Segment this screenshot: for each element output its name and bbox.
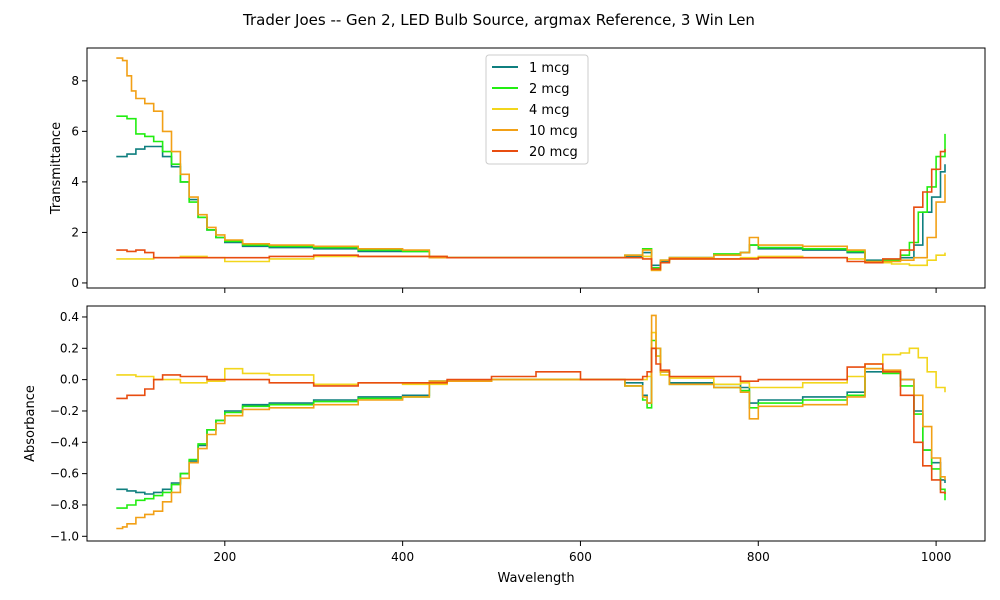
series-line-4-mcg — [116, 252, 946, 272]
series-line-20-mcg — [116, 149, 946, 270]
axes-frame — [86, 47, 986, 289]
y-tick-label: −0.2 — [50, 404, 79, 418]
y-tick-label: 6 — [71, 124, 79, 138]
axes-frame — [86, 305, 986, 542]
series-line-10-mcg — [116, 314, 946, 530]
x-tick-label: 1000 — [921, 550, 952, 564]
y-tick-label: −0.8 — [50, 498, 79, 512]
x-tick-label: 600 — [569, 550, 592, 564]
legend-box — [485, 54, 589, 165]
legend-label: 10 mcg — [529, 124, 578, 139]
y-tick-label: 4 — [71, 175, 79, 189]
x-axis-label: Wavelength — [497, 571, 574, 586]
y-tick-label: −0.4 — [50, 435, 79, 449]
y-tick-label: 0.0 — [60, 373, 79, 387]
absorbance-panel: 200 400 600 800 1000 −1.0 −0.8 −0.6 −0.4 −0.2 0.0 0… — [23, 305, 986, 586]
y-tick-label: 0.2 — [60, 341, 79, 355]
x-tick-label: 800 — [747, 550, 770, 564]
series-line-1-mcg — [116, 347, 946, 495]
figure-title: Trader Joes -- Gen 2, LED Bulb Source, a… — [242, 11, 755, 29]
y-tick-label: 0.4 — [60, 310, 79, 324]
y-tick-label: −1.0 — [50, 529, 79, 543]
y-tick-label: 8 — [71, 74, 79, 88]
series-line-20-mcg — [116, 347, 946, 494]
y-tick-label: 2 — [71, 225, 79, 239]
y-axis-label: Absorbance — [23, 385, 38, 462]
y-tick-label: 0 — [71, 276, 79, 290]
series-line-10-mcg — [116, 57, 946, 272]
legend: 1 mcg 2 mcg 4 mcg 10 mcg 20 mcg — [485, 54, 589, 165]
series-line-4-mcg — [116, 331, 946, 393]
y-tick-label: −0.6 — [50, 467, 79, 481]
legend-label: 4 mcg — [529, 103, 569, 118]
legend-label: 1 mcg — [529, 61, 569, 76]
x-tick-label: 400 — [391, 550, 414, 564]
legend-label: 2 mcg — [529, 82, 569, 97]
transmittance-panel: 0 2 4 6 8 Transmittance 1 mcg 2 mcg 4 mcg 10 mcg 2… — [49, 47, 986, 293]
y-axis-label: Transmittance — [49, 122, 64, 215]
x-tick-label: 200 — [213, 550, 236, 564]
legend-label: 20 mcg — [529, 145, 578, 160]
series-line-2-mcg — [116, 339, 946, 509]
